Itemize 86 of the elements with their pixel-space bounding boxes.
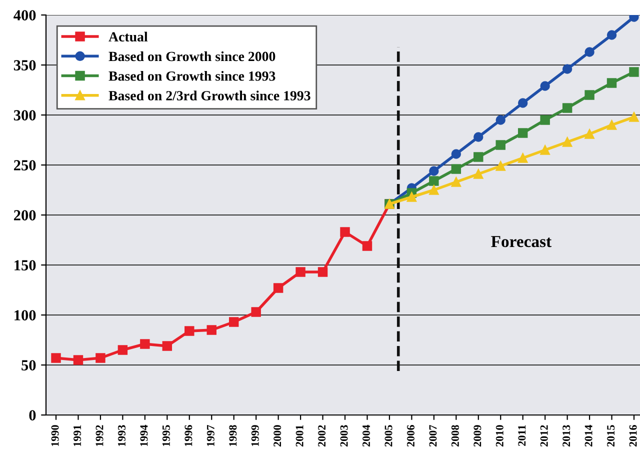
point xyxy=(496,115,506,125)
y-tick-label: 50 xyxy=(22,360,36,370)
legend-label: Based on Growth since 1993 xyxy=(108,71,276,81)
point xyxy=(118,345,128,355)
x-tick-label: 2014 xyxy=(584,424,592,446)
point xyxy=(96,353,106,363)
point xyxy=(73,355,84,365)
x-tick-label: 1997 xyxy=(206,424,214,446)
y-tick-label: 100 xyxy=(14,310,36,320)
x-tick-label: 2006 xyxy=(406,425,414,446)
point xyxy=(162,341,172,351)
y-tick-label: 150 xyxy=(14,260,36,270)
legend-label: Based on 2/3rd Growth since 1993 xyxy=(108,90,310,100)
x-tick-label: 2008 xyxy=(451,425,459,446)
x-tick-label: 2011 xyxy=(518,425,526,446)
y-tick-label: 200 xyxy=(14,210,36,220)
point xyxy=(518,98,528,108)
point xyxy=(584,129,594,139)
point xyxy=(362,241,372,251)
point xyxy=(540,81,550,91)
point xyxy=(451,177,462,187)
point xyxy=(296,267,306,277)
x-tick-label: 2009 xyxy=(474,425,482,446)
y-tick-label: 350 xyxy=(14,60,36,70)
x-tick-label: 1996 xyxy=(184,425,192,446)
point xyxy=(606,78,617,88)
point xyxy=(496,161,506,171)
point xyxy=(562,64,572,74)
x-tick-label: 2002 xyxy=(318,425,326,446)
point xyxy=(606,120,617,130)
point xyxy=(273,283,284,293)
x-tick-label: 1998 xyxy=(229,425,237,446)
x-tick-label: 1994 xyxy=(140,424,148,446)
point xyxy=(496,140,506,150)
x-tick-label: 2003 xyxy=(340,425,348,446)
point xyxy=(474,152,484,162)
point xyxy=(474,132,484,142)
x-tick-label: 1995 xyxy=(162,425,170,446)
y-tick-label: 400 xyxy=(14,10,36,20)
point xyxy=(51,353,61,363)
x-tick-label: 2004 xyxy=(362,424,370,446)
point xyxy=(584,47,594,57)
point xyxy=(562,103,572,113)
point xyxy=(562,137,572,147)
x-tick-label: 2005 xyxy=(384,425,392,446)
y-tick-label: 0 xyxy=(29,410,36,420)
x-tick-label: 1991 xyxy=(74,425,82,446)
point xyxy=(251,307,261,317)
point xyxy=(429,185,439,195)
point xyxy=(184,326,194,336)
point xyxy=(406,192,417,202)
point xyxy=(451,164,462,174)
point xyxy=(540,145,550,155)
point xyxy=(429,176,439,186)
legend-label: Based on Growth since 2000 xyxy=(108,51,276,62)
x-tick-label: 2010 xyxy=(496,425,504,446)
point xyxy=(474,169,484,179)
x-tick-label: 2016 xyxy=(629,425,637,446)
point xyxy=(540,115,550,125)
x-tick-label: 1993 xyxy=(118,425,126,446)
point xyxy=(228,317,239,327)
x-tick-label: 2007 xyxy=(429,424,437,446)
y-tick-label: 250 xyxy=(14,160,36,170)
x-tick-label: 2013 xyxy=(562,425,570,446)
point xyxy=(606,30,617,40)
x-tick-label: 1992 xyxy=(96,425,104,446)
point xyxy=(340,227,350,237)
point xyxy=(518,128,528,138)
legend-label: Actual xyxy=(108,32,148,42)
x-tick-label: 2000 xyxy=(274,425,282,446)
x-tick-label: 2015 xyxy=(607,425,615,446)
x-tick-label: 1990 xyxy=(51,425,59,446)
x-tick-label: 2001 xyxy=(296,425,304,446)
point xyxy=(429,166,439,176)
y-tick-label: 300 xyxy=(14,110,36,120)
point xyxy=(518,153,528,163)
point xyxy=(206,325,216,335)
point xyxy=(451,149,462,159)
annotation: Forecast xyxy=(491,236,552,248)
point xyxy=(318,267,328,277)
x-tick-label: 2012 xyxy=(540,425,548,446)
point xyxy=(629,67,639,77)
point xyxy=(584,90,594,100)
point xyxy=(140,339,150,349)
point xyxy=(629,112,639,122)
x-tick-label: 1999 xyxy=(251,425,259,446)
